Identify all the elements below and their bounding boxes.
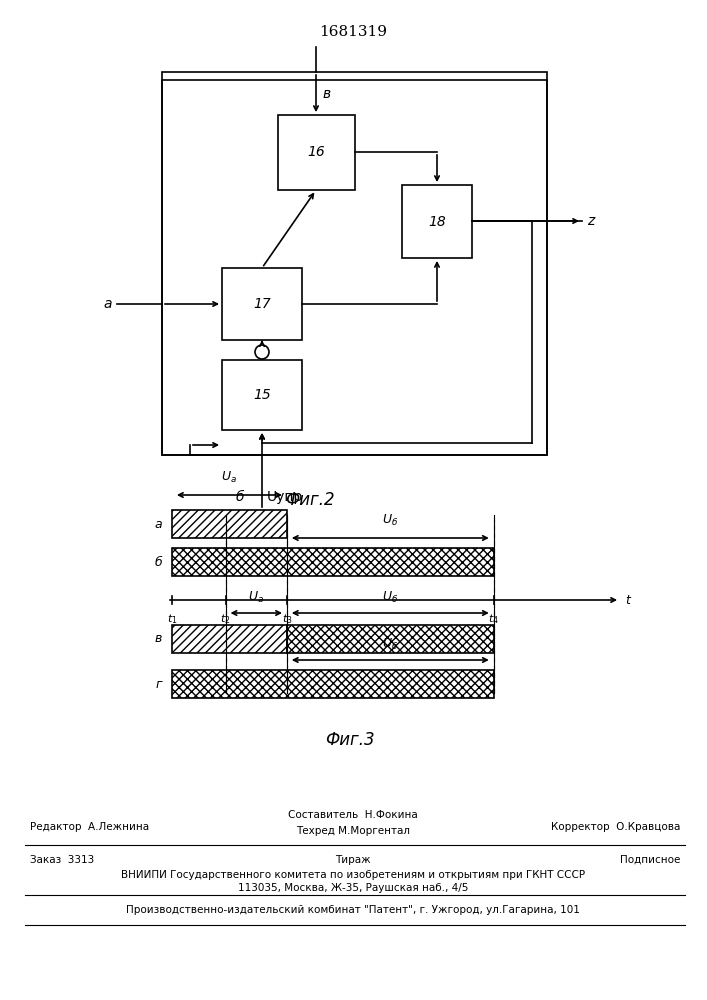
Bar xyxy=(278,115,355,190)
Bar xyxy=(162,72,547,455)
Bar xyxy=(162,80,547,455)
Text: z: z xyxy=(587,214,595,228)
Text: Корректор  О.Кравцова: Корректор О.Кравцова xyxy=(551,822,680,832)
Text: 113035, Москва, Ж-35, Раушская наб., 4/5: 113035, Москва, Ж-35, Раушская наб., 4/5 xyxy=(238,883,468,893)
Text: $U_а$: $U_а$ xyxy=(248,590,264,605)
Text: Производственно-издательский комбинат "Патент", г. Ужгород, ул.Гагарина, 101: Производственно-издательский комбинат "П… xyxy=(126,905,580,915)
Bar xyxy=(172,510,287,538)
Text: Составитель  Н.Фокина: Составитель Н.Фокина xyxy=(288,810,418,820)
Text: Фиг.2: Фиг.2 xyxy=(285,491,335,509)
Text: $U_а$: $U_а$ xyxy=(221,470,238,485)
Text: $U_б$: $U_б$ xyxy=(382,513,399,528)
Text: $t_1$: $t_1$ xyxy=(167,612,177,626)
Bar xyxy=(222,268,302,340)
Text: Редактор  А.Лежнина: Редактор А.Лежнина xyxy=(30,822,149,832)
Text: Заказ  3313: Заказ 3313 xyxy=(30,855,94,865)
Text: а: а xyxy=(154,518,162,530)
Text: 17: 17 xyxy=(253,297,271,311)
Text: Фиг.3: Фиг.3 xyxy=(325,731,375,749)
Text: 1681319: 1681319 xyxy=(319,25,387,39)
Text: б: б xyxy=(235,490,244,504)
Text: 18: 18 xyxy=(428,215,446,229)
Text: ВНИИПИ Государственного комитета по изобретениям и открытиям при ГКНТ СССР: ВНИИПИ Государственного комитета по изоб… xyxy=(121,870,585,880)
Text: Тираж: Тираж xyxy=(335,855,370,865)
Text: Uупр: Uупр xyxy=(267,490,303,504)
Text: Техред М.Моргентал: Техред М.Моргентал xyxy=(296,826,410,836)
Bar xyxy=(172,625,287,653)
Text: в: в xyxy=(322,87,330,101)
Text: $t_4$: $t_4$ xyxy=(489,612,499,626)
Text: $t_2$: $t_2$ xyxy=(221,612,231,626)
Text: $U_б$: $U_б$ xyxy=(382,590,399,605)
Text: б: б xyxy=(154,556,162,568)
Bar xyxy=(222,360,302,430)
Circle shape xyxy=(255,345,269,359)
Text: 16: 16 xyxy=(308,145,325,159)
Text: г: г xyxy=(156,678,162,690)
Bar xyxy=(287,625,493,653)
Bar xyxy=(172,548,493,576)
Text: а: а xyxy=(103,297,112,311)
Text: t: t xyxy=(625,593,630,606)
Text: $t_3$: $t_3$ xyxy=(281,612,292,626)
Text: в: в xyxy=(155,633,162,646)
Text: Подписное: Подписное xyxy=(619,855,680,865)
Bar xyxy=(402,185,472,258)
Text: $U_б$: $U_б$ xyxy=(382,637,399,652)
Text: 15: 15 xyxy=(253,388,271,402)
Bar xyxy=(172,670,493,698)
